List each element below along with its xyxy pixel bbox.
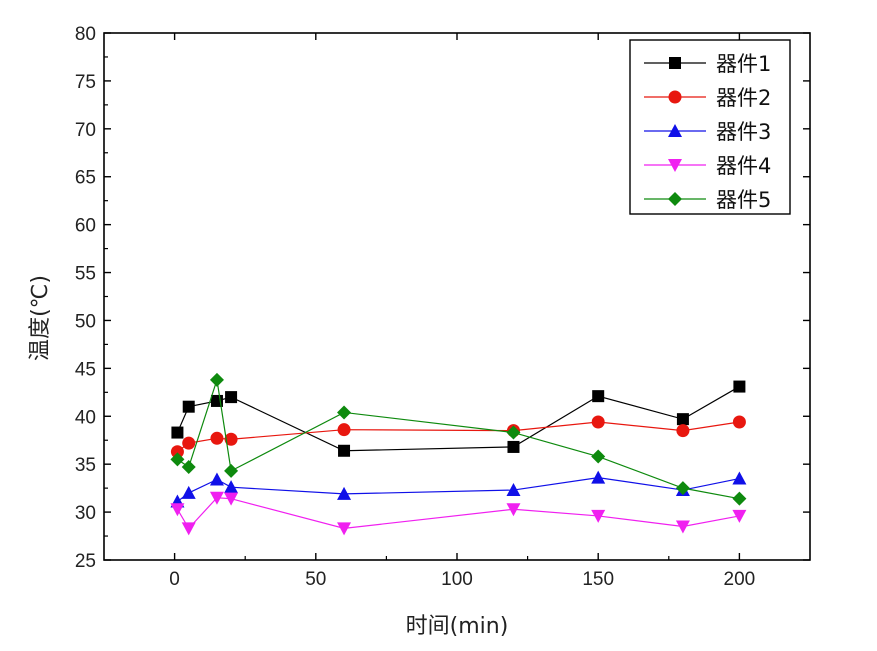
data-point	[171, 426, 184, 439]
y-axis: 25 30 35 40 45 50 55 60 65 70 75 80	[75, 24, 810, 572]
data-point	[182, 436, 196, 450]
legend-label: 器件4	[716, 154, 771, 178]
data-point	[181, 485, 196, 499]
x-tick-label: 100	[441, 569, 473, 590]
legend-item-3: 器件3	[644, 120, 771, 144]
legend-box	[629, 39, 791, 215]
x-tick-label: 200	[724, 569, 756, 590]
data-point	[676, 424, 690, 438]
y-tick-label: 80	[75, 24, 96, 45]
legend-marker	[668, 90, 682, 104]
data-point	[507, 440, 520, 453]
data-point	[337, 405, 352, 420]
data-point	[506, 483, 521, 497]
series-line	[176, 386, 740, 452]
x-axis-title: 时间(min)	[406, 614, 509, 639]
data-point	[675, 481, 690, 496]
legend-item-2: 器件2	[644, 86, 771, 110]
y-tick-label: 55	[75, 264, 96, 285]
data-point	[732, 491, 747, 506]
data-point	[732, 415, 746, 429]
data-point	[225, 391, 238, 404]
data-point	[224, 432, 238, 446]
data-point	[210, 431, 224, 445]
data-point	[170, 445, 184, 459]
series-2	[170, 415, 746, 459]
legend-label: 器件3	[716, 120, 771, 144]
y-tick-label: 60	[75, 216, 96, 237]
data-point	[732, 509, 747, 523]
data-point	[733, 380, 746, 393]
y-tick-label: 70	[75, 120, 96, 141]
data-point	[209, 372, 224, 387]
data-point	[181, 522, 196, 536]
legend-marker	[669, 57, 681, 69]
data-point	[170, 452, 185, 467]
series-3	[170, 470, 747, 508]
legend-label: 器件2	[716, 86, 771, 110]
series-5	[170, 372, 747, 506]
legend-marker	[668, 192, 682, 206]
series-line	[177, 379, 740, 500]
data-point	[676, 413, 689, 426]
legend-label: 器件1	[716, 52, 771, 76]
legend-item-1: 器件1	[644, 52, 771, 76]
legend: 器件1 器件2 器件3 器件4 器件5	[629, 39, 791, 215]
data-point	[337, 486, 352, 500]
series-1	[171, 380, 746, 457]
data-point	[224, 463, 239, 478]
data-point	[591, 415, 605, 429]
data-point	[591, 449, 606, 464]
data-point	[209, 491, 224, 505]
legend-label: 器件5	[716, 188, 771, 212]
data-point	[732, 471, 747, 485]
legend-item-4: 器件4	[644, 154, 771, 178]
y-tick-label: 75	[75, 72, 96, 93]
data-point	[224, 480, 239, 494]
data-point	[506, 503, 521, 517]
y-tick-label: 35	[75, 455, 96, 476]
series-4	[170, 491, 747, 536]
data-point	[506, 425, 521, 440]
y-tick-label: 50	[75, 311, 96, 332]
x-tick-label: 150	[582, 569, 614, 590]
x-axis: 0 50 100 150 200	[169, 33, 755, 590]
x-tick-label: 50	[305, 569, 326, 590]
legend-marker	[668, 124, 682, 137]
data-point	[170, 503, 185, 517]
data-point	[591, 470, 606, 484]
y-tick-label: 65	[75, 168, 96, 189]
data-point	[337, 423, 351, 437]
series-line	[177, 476, 740, 503]
y-tick-label: 45	[75, 359, 96, 380]
series-layer	[170, 372, 747, 536]
x-tick-label: 0	[169, 569, 180, 590]
data-point	[338, 444, 351, 457]
data-point	[675, 520, 690, 534]
series-line	[176, 497, 740, 530]
data-point	[209, 472, 224, 486]
data-point	[337, 522, 352, 536]
y-tick-label: 25	[75, 551, 96, 572]
legend-marker	[668, 159, 682, 172]
legend-item-5: 器件5	[644, 188, 771, 212]
data-point	[224, 492, 239, 506]
data-point	[181, 460, 196, 475]
y-tick-label: 30	[75, 503, 96, 524]
y-axis-title: 温度(℃)	[28, 275, 53, 361]
data-point	[182, 400, 195, 413]
data-point	[591, 509, 606, 523]
y-tick-label: 40	[75, 407, 96, 428]
data-point	[592, 390, 605, 403]
